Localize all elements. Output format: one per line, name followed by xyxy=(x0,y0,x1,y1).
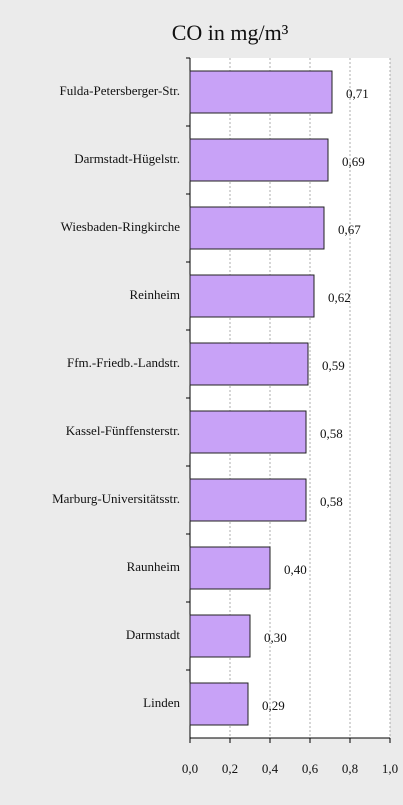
x-tick-label: 0,2 xyxy=(222,761,238,776)
y-tick-label: Darmstadt-Hügelstr. xyxy=(74,151,180,166)
y-tick-label: Reinheim xyxy=(129,287,180,302)
bar xyxy=(189,70,333,114)
bar xyxy=(189,274,315,318)
data-label: 0,62 xyxy=(328,290,351,305)
x-tick-label: 0,0 xyxy=(182,761,198,776)
data-label: 0,58 xyxy=(320,494,343,509)
x-tick-label: 1,0 xyxy=(382,761,398,776)
bar xyxy=(189,614,251,658)
bar xyxy=(189,206,325,250)
data-label: 0,67 xyxy=(338,222,361,237)
chart-title: CO in mg/m³ xyxy=(172,20,289,45)
bar xyxy=(189,682,249,726)
data-label: 0,71 xyxy=(346,86,369,101)
bar xyxy=(189,546,271,590)
y-tick-label: Wiesbaden-Ringkirche xyxy=(61,219,181,234)
data-label: 0,29 xyxy=(262,698,285,713)
y-tick-label: Linden xyxy=(143,695,180,710)
bar xyxy=(189,478,307,522)
y-tick-label: Kassel-Fünffensterstr. xyxy=(66,423,180,438)
data-label: 0,59 xyxy=(322,358,345,373)
x-tick-label: 0,4 xyxy=(262,761,279,776)
y-tick-label: Fulda-Petersberger-Str. xyxy=(60,83,180,98)
bar xyxy=(189,410,307,454)
data-label: 0,30 xyxy=(264,630,287,645)
x-tick-label: 0,6 xyxy=(302,761,319,776)
data-label: 0,58 xyxy=(320,426,343,441)
y-tick-label: Darmstadt xyxy=(126,627,181,642)
data-label: 0,69 xyxy=(342,154,365,169)
bar xyxy=(189,138,329,182)
y-tick-label: Raunheim xyxy=(127,559,180,574)
data-label: 0,40 xyxy=(284,562,307,577)
y-tick-label: Marburg-Universitätsstr. xyxy=(52,491,180,506)
bar xyxy=(189,342,309,386)
x-tick-label: 0,8 xyxy=(342,761,358,776)
y-tick-label: Ffm.-Friedb.-Landstr. xyxy=(67,355,180,370)
